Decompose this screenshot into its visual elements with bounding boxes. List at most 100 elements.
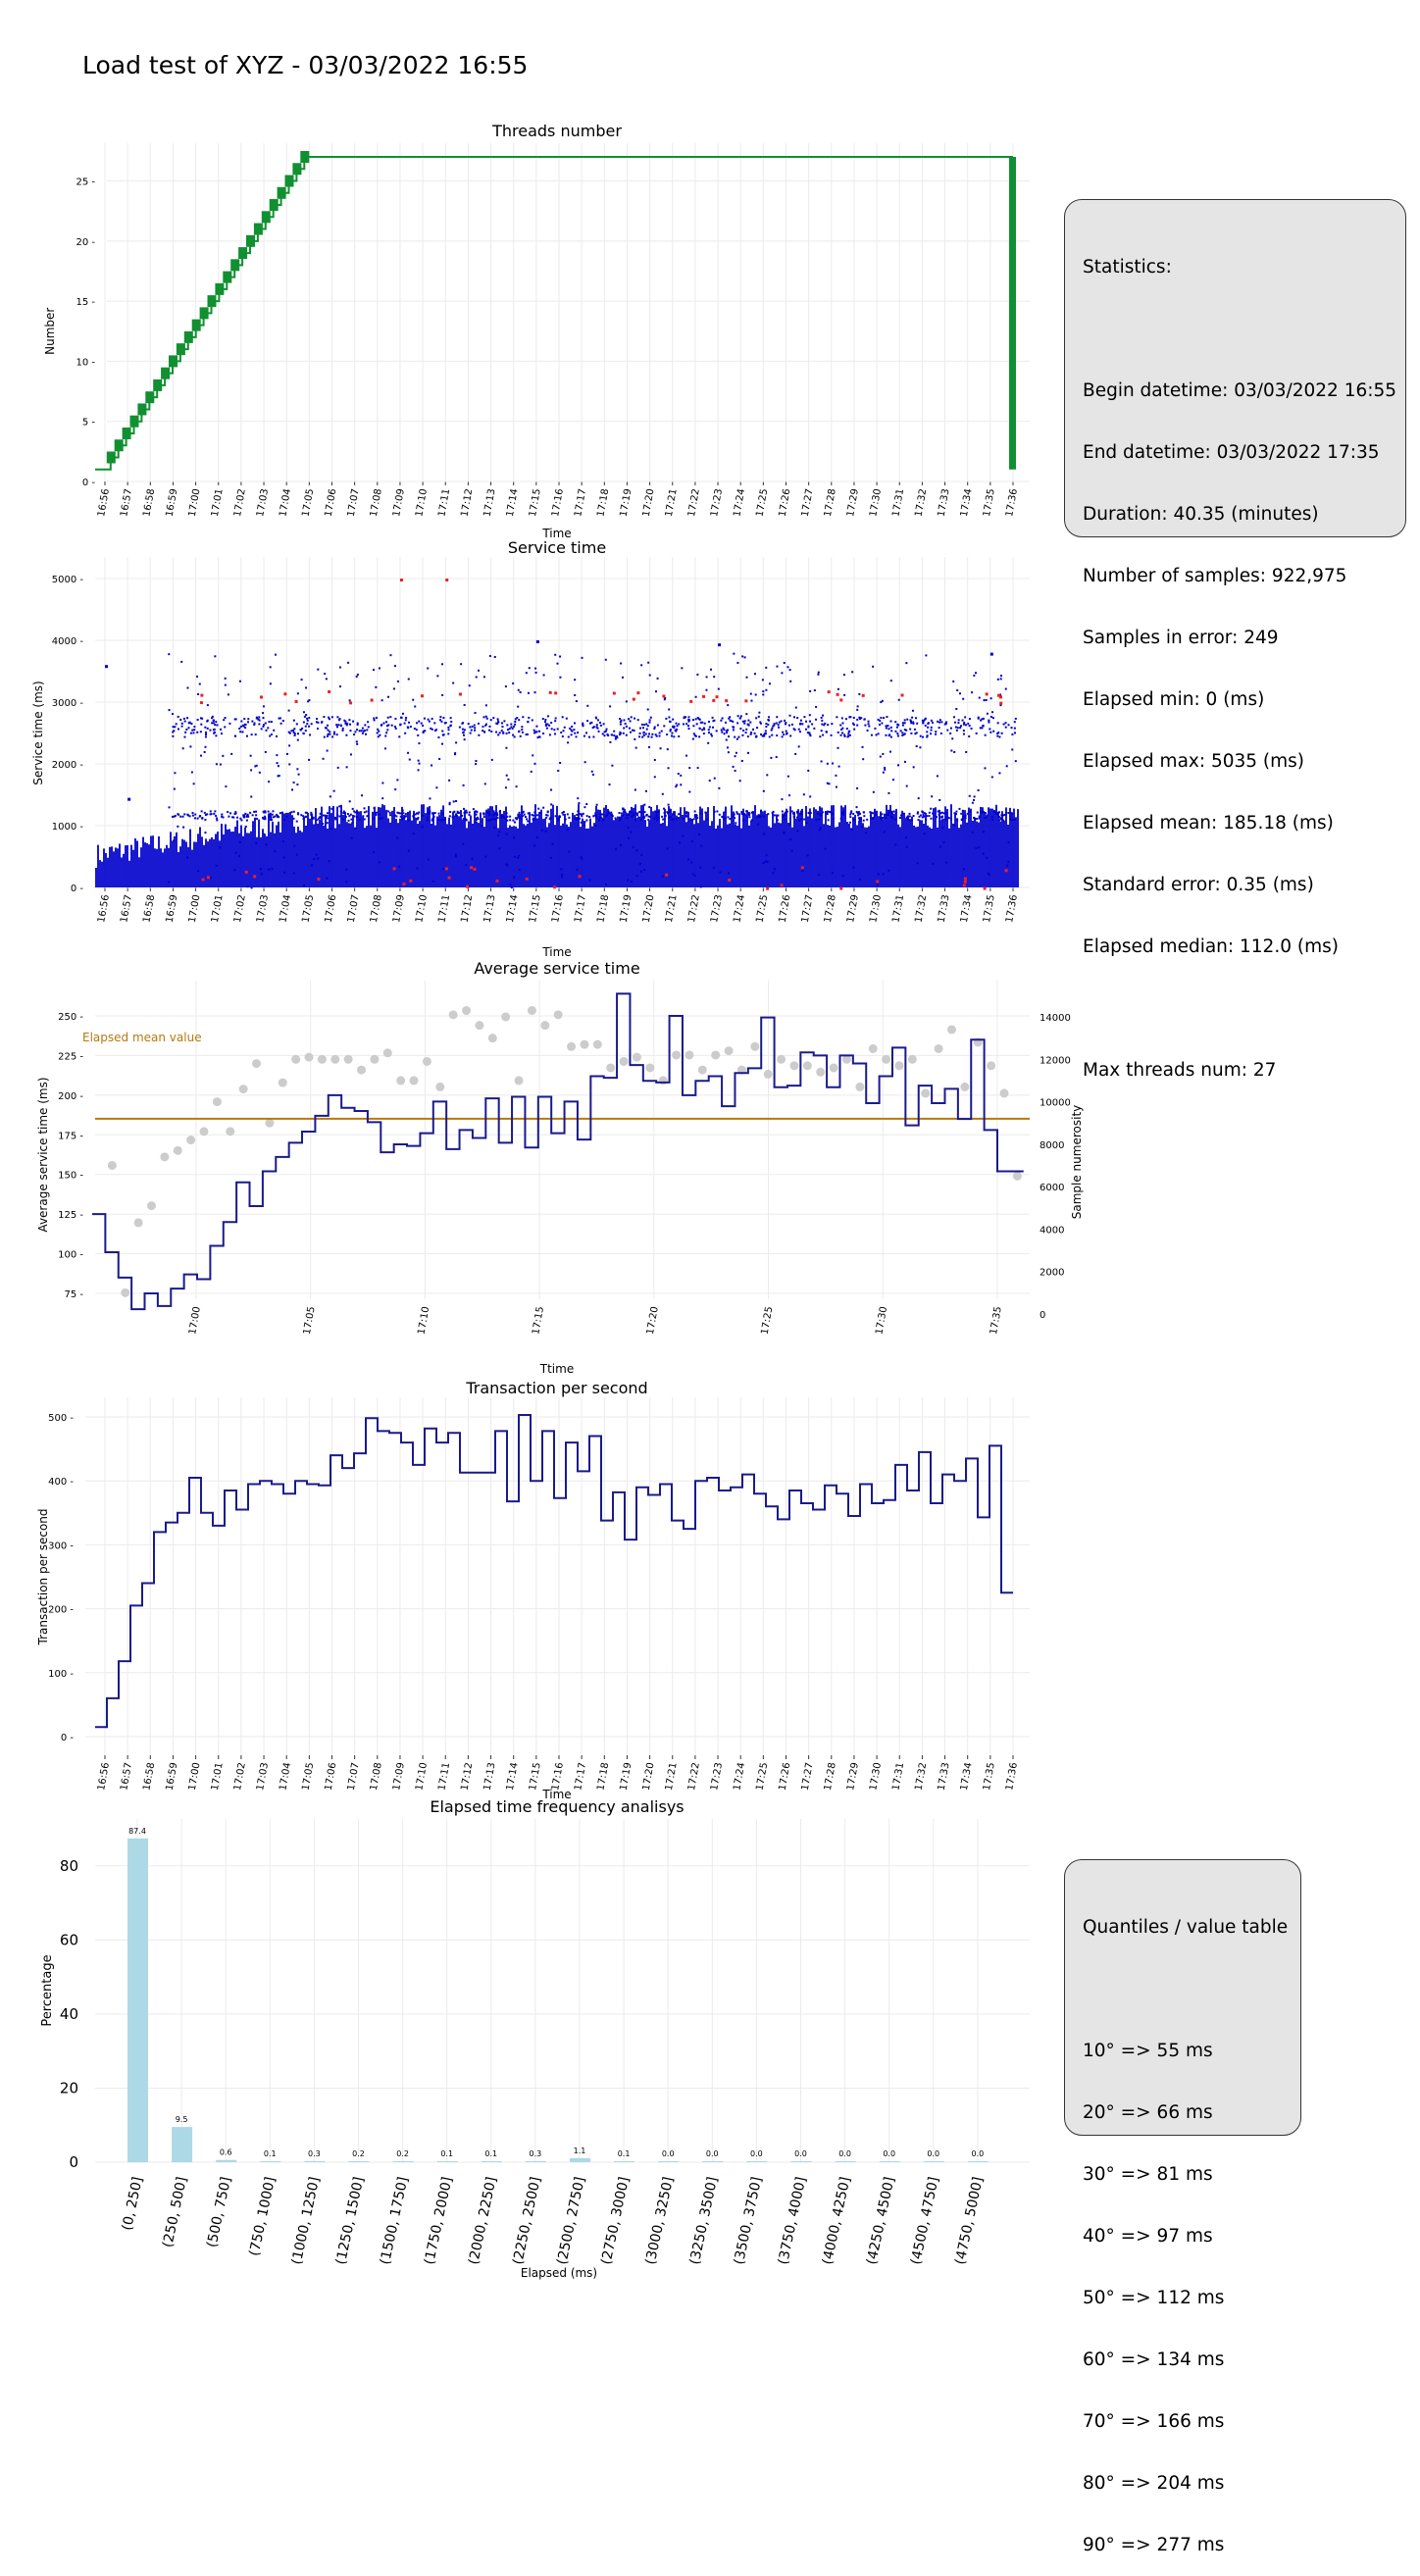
service-point <box>429 806 431 887</box>
service-point <box>903 732 906 735</box>
service-point <box>506 724 509 727</box>
service-point <box>888 734 890 737</box>
service-point <box>967 722 970 725</box>
service-point <box>940 821 942 887</box>
charts-canvas: 16:56 16:57 16:58 16:59 17:00 17:01 17:02 17:03… <box>31 122 1084 2280</box>
service-point <box>840 717 843 720</box>
service-point <box>206 727 209 730</box>
service-point <box>562 730 565 732</box>
service-point <box>680 774 683 777</box>
service-point <box>348 823 350 887</box>
service-point <box>806 854 809 857</box>
service-point <box>694 734 697 737</box>
service-point <box>818 818 821 821</box>
service-point <box>990 776 993 779</box>
service-point <box>719 819 721 887</box>
service-point <box>613 734 616 737</box>
service-point <box>978 817 981 820</box>
service-point <box>712 726 715 729</box>
service-point <box>792 816 795 819</box>
x-tick-label: 17:24 <box>732 1762 747 1792</box>
service-point <box>315 721 318 724</box>
service-point <box>245 734 248 737</box>
service-point <box>628 727 631 730</box>
service-point <box>535 814 538 817</box>
service-point <box>741 733 744 736</box>
service-point <box>843 734 846 737</box>
service-point <box>171 713 174 716</box>
service-point <box>919 820 921 887</box>
service-point <box>292 872 295 875</box>
service-point <box>264 815 267 818</box>
service-point <box>894 721 897 724</box>
service-point <box>669 730 672 732</box>
service-point <box>538 730 541 732</box>
service-point <box>603 734 606 737</box>
service-point <box>740 759 743 762</box>
service-point <box>388 814 391 817</box>
service-point <box>193 726 196 729</box>
service-point <box>162 852 164 887</box>
service-point <box>209 810 212 813</box>
service-point <box>468 821 470 887</box>
service-point <box>745 676 748 679</box>
service-point <box>670 808 672 887</box>
service-point <box>931 721 934 724</box>
x-tick-label: (2750, 3000] <box>598 2176 633 2266</box>
service-point <box>996 678 999 681</box>
service-point <box>831 723 834 726</box>
service-point <box>768 735 771 738</box>
service-point <box>1011 818 1014 821</box>
service-point <box>358 811 360 887</box>
service-point <box>461 728 464 731</box>
service-point <box>349 813 352 816</box>
sample-count-point <box>147 1201 157 1211</box>
service-point <box>515 826 517 887</box>
service-point <box>690 861 693 864</box>
service-point <box>316 819 319 822</box>
frequency-bar <box>481 2161 502 2162</box>
chart-title: Elapsed time frequency analisys <box>430 1797 684 1816</box>
service-point <box>378 667 380 670</box>
service-point <box>765 688 768 691</box>
service-point <box>702 727 705 730</box>
service-point <box>384 747 387 750</box>
service-point <box>549 856 552 859</box>
service-point <box>492 717 495 720</box>
service-point <box>595 816 598 819</box>
service-point <box>553 729 556 732</box>
service-point <box>912 721 915 724</box>
error-point <box>548 690 552 694</box>
service-point <box>205 838 207 887</box>
service-point <box>857 814 860 817</box>
service-point <box>829 810 832 813</box>
service-point <box>182 826 185 829</box>
service-point <box>304 816 307 819</box>
service-point <box>364 724 367 727</box>
service-point <box>652 811 654 887</box>
service-point <box>482 818 483 887</box>
service-point <box>181 815 184 818</box>
service-point <box>428 720 431 723</box>
service-point <box>383 805 385 887</box>
service-point <box>823 724 826 727</box>
service-point <box>313 858 316 861</box>
service-point <box>619 817 622 820</box>
service-point <box>619 732 622 734</box>
service-point <box>944 721 947 724</box>
service-point <box>310 813 313 816</box>
service-point <box>327 732 330 735</box>
service-point <box>274 815 277 818</box>
service-point <box>790 723 793 726</box>
service-point <box>302 818 305 821</box>
service-point <box>566 813 569 816</box>
x-tick-label: 16:59 <box>165 488 180 518</box>
service-point <box>675 722 678 725</box>
service-point <box>497 720 500 723</box>
service-point <box>522 815 525 818</box>
service-point <box>930 807 933 810</box>
sample-count-point <box>252 1059 262 1069</box>
error-point <box>836 692 839 696</box>
service-point <box>616 736 619 739</box>
outlier-point <box>989 652 993 656</box>
